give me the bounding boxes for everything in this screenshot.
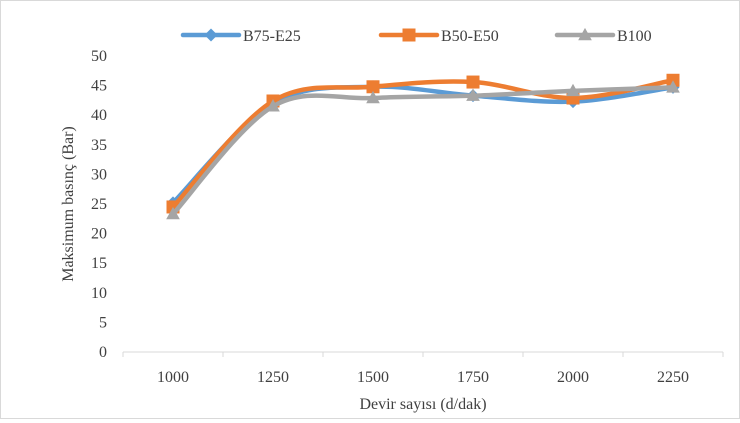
y-tick-label: 5 xyxy=(99,314,107,331)
y-axis-label: Maksimum basınç (Bar) xyxy=(60,126,77,282)
x-tick-label: 1750 xyxy=(457,369,489,386)
y-tick-label: 20 xyxy=(91,226,107,243)
legend-label: B50-E50 xyxy=(441,28,499,45)
legend-label: B75-E25 xyxy=(243,28,301,45)
y-axis: 0 5 10 15 20 25 30 35 40 45 50 xyxy=(91,48,107,361)
data-point xyxy=(266,99,280,112)
x-tick-label: 2250 xyxy=(657,369,689,386)
y-tick-label: 30 xyxy=(91,166,107,183)
legend-marker xyxy=(402,28,416,42)
series-layer xyxy=(166,73,680,220)
data-point xyxy=(366,90,380,104)
x-tick-label: 1500 xyxy=(357,369,389,386)
series-b100 xyxy=(166,80,680,220)
series-b75-e25 xyxy=(166,80,680,210)
legend-label: B100 xyxy=(617,28,652,45)
series-line xyxy=(170,85,676,217)
data-point xyxy=(566,83,580,97)
y-tick-label: 0 xyxy=(99,344,107,361)
y-tick-label: 45 xyxy=(91,78,107,95)
series-line xyxy=(170,84,676,206)
data-point xyxy=(466,88,480,101)
legend-marker xyxy=(578,27,592,41)
series-line xyxy=(170,78,676,210)
data-point xyxy=(666,80,680,93)
x-tick-label: 1250 xyxy=(257,369,289,386)
legend-marker xyxy=(204,28,218,42)
legend: B75-E25 B50-E50 B100 xyxy=(180,27,652,45)
y-tick-label: 40 xyxy=(91,107,107,124)
data-point xyxy=(166,206,180,220)
data-point xyxy=(366,80,380,94)
x-axis-label: Devir sayısı (d/dak) xyxy=(359,396,486,413)
y-tick-label: 25 xyxy=(91,196,107,213)
x-axis: 1000 1250 1500 1750 2000 2250 xyxy=(122,351,724,386)
data-point xyxy=(466,75,480,89)
y-tick-label: 35 xyxy=(91,137,107,154)
x-tick-label: 2000 xyxy=(557,369,589,386)
y-tick-label: 10 xyxy=(91,285,107,302)
x-tick-label: 1000 xyxy=(157,369,189,386)
legend-entry: B75-E25 xyxy=(180,28,301,45)
legend-entry: B50-E50 xyxy=(378,28,499,45)
y-tick-label: 15 xyxy=(91,255,107,272)
legend-entry: B100 xyxy=(554,27,652,45)
y-tick-label: 50 xyxy=(91,48,107,65)
